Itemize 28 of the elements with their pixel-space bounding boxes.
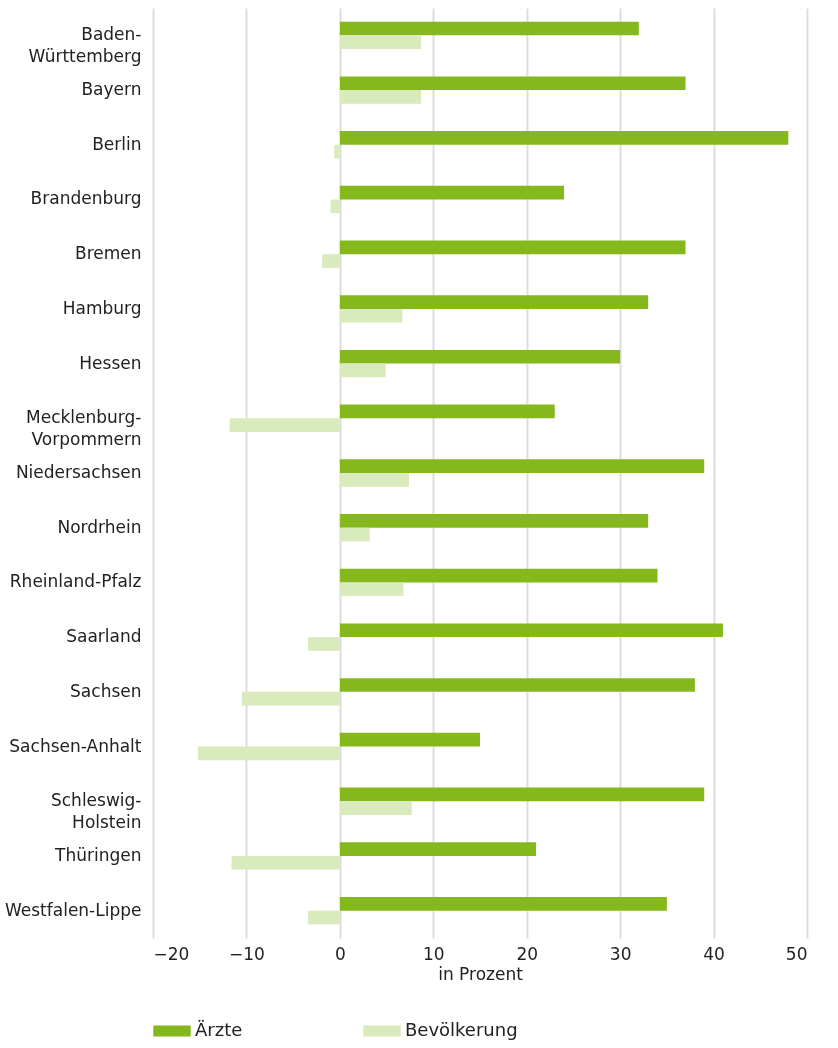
- y-tick-label: Hessen: [79, 352, 142, 373]
- legend-label: Ärzte: [195, 1019, 243, 1040]
- y-tick-label: Westfalen-Lippe: [4, 899, 142, 920]
- x-tick-label: −10: [228, 943, 265, 964]
- y-tick-label: Berlin: [92, 133, 142, 154]
- x-tick-label: −20: [153, 943, 190, 964]
- y-tick-label: Hamburg: [62, 297, 142, 318]
- y-tick-label: Sachsen-Anhalt: [9, 735, 142, 756]
- x-tick-label: 10: [422, 943, 445, 964]
- y-tick-label: Bayern: [81, 79, 142, 100]
- y-tick-label: Rheinland-Pfalz: [9, 571, 142, 592]
- y-tick-label: Niedersachsen: [15, 462, 142, 482]
- y-tick-label: Thüringen: [54, 844, 142, 865]
- y-tick-label: Bremen: [74, 243, 142, 264]
- x-tick-label: 40: [703, 943, 725, 964]
- y-tick-label: Mecklenburg-Vorpommern: [26, 407, 142, 450]
- y-tick-label: Schleswig-Holstein: [50, 790, 142, 833]
- y-tick-label: Saarland: [66, 626, 142, 647]
- x-tick-label: 30: [609, 943, 632, 964]
- x-tick-label: 50: [785, 943, 808, 964]
- legend-label: Bevölkerung: [405, 1019, 518, 1040]
- y-tick-label: Baden-Württemberg: [28, 24, 142, 67]
- x-axis-title: in Prozent: [438, 963, 524, 984]
- x-tick-label: 0: [334, 943, 346, 964]
- y-tick-label: Nordrhein: [57, 516, 142, 537]
- y-tick-label: Sachsen: [70, 680, 142, 701]
- y-tick-label: Brandenburg: [30, 188, 142, 209]
- x-tick-label: 20: [516, 943, 539, 964]
